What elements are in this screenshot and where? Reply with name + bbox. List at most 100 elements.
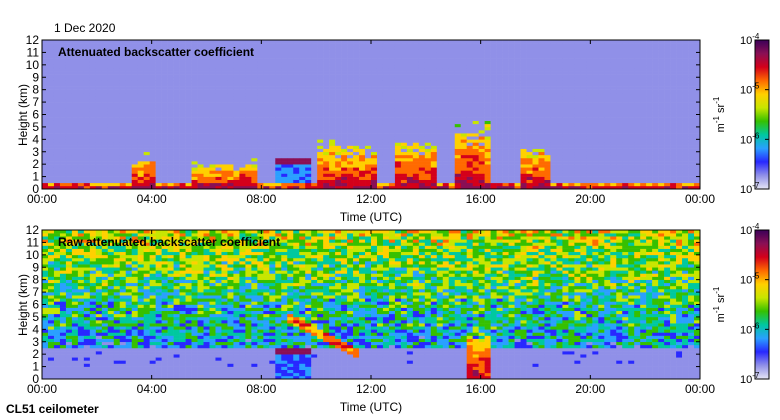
heatmap-cell [119, 64, 127, 69]
heatmap-cell [245, 111, 252, 115]
heatmap-cell [580, 80, 587, 84]
heatmap-cell [89, 173, 97, 177]
heatmap-cell [376, 173, 384, 177]
heatmap-cell [580, 145, 587, 149]
heatmap-cell [161, 83, 168, 87]
heatmap-cell [652, 64, 659, 69]
heatmap-cell [424, 58, 432, 63]
heatmap-cell [329, 86, 336, 90]
heatmap-cell [101, 67, 109, 72]
heatmap-cell [490, 40, 497, 44]
heatmap-cell [149, 111, 156, 115]
heatmap-cell [616, 170, 623, 174]
heatmap-cell [436, 185, 444, 190]
heatmap-cell [604, 157, 611, 162]
heatmap-cell [77, 157, 85, 162]
heatmap-cell [257, 142, 264, 146]
heatmap-cell [400, 164, 408, 168]
heatmap-cell [478, 173, 485, 177]
heatmap-cell [155, 142, 162, 146]
heatmap-cell [257, 176, 264, 180]
heatmap-cell [502, 126, 509, 131]
heatmap-cell [281, 52, 288, 56]
heatmap-cell [269, 98, 276, 103]
heatmap-cell [227, 98, 234, 103]
heatmap-cell [646, 77, 653, 81]
heatmap-cell [269, 55, 276, 59]
heatmap-cell [592, 114, 599, 118]
heatmap-cell [365, 120, 372, 125]
heatmap-cell [42, 43, 49, 47]
heatmap-cell [442, 176, 450, 180]
heatmap-cell [341, 105, 348, 109]
heatmap-cell [341, 111, 348, 115]
heatmap-cell [556, 52, 563, 56]
heatmap-cell [586, 185, 593, 190]
heatmap-cell [287, 173, 294, 177]
heatmap-cell [215, 136, 222, 140]
heatmap-cell [580, 67, 587, 72]
heatmap-cell [299, 145, 306, 149]
heatmap-cell [281, 130, 288, 134]
heatmap-cell [448, 80, 456, 84]
heatmap-cell [394, 58, 402, 63]
heatmap-cell [365, 46, 372, 50]
heatmap-cell [580, 126, 587, 131]
heatmap-cell [568, 67, 575, 72]
heatmap-cell [382, 89, 390, 94]
heatmap-cell [484, 95, 491, 100]
heatmap-cell [179, 161, 186, 165]
heatmap-cell [365, 182, 372, 187]
heatmap-cell [502, 95, 509, 100]
heatmap-cell [263, 52, 270, 56]
heatmap-cell [125, 117, 133, 121]
heatmap-cell [514, 142, 521, 146]
heatmap-cell [496, 161, 503, 165]
heatmap-cell [143, 71, 150, 75]
heatmap-cell [448, 89, 456, 94]
heatmap-cell [293, 74, 300, 78]
heatmap-cell [113, 71, 121, 75]
heatmap-cell [640, 80, 647, 84]
heatmap-cell [83, 52, 91, 56]
heatmap-cell [424, 185, 432, 190]
heatmap-cell [484, 173, 491, 177]
heatmap-cell [628, 108, 635, 112]
heatmap-cell [131, 71, 139, 75]
heatmap-cell [77, 173, 85, 177]
heatmap-cell [478, 164, 485, 168]
heatmap-cell [119, 157, 127, 162]
heatmap-cell [185, 105, 192, 109]
heatmap-cell [544, 154, 551, 159]
heatmap-cell [418, 161, 426, 165]
heatmap-cell [520, 176, 527, 180]
heatmap-cell [185, 108, 192, 112]
heatmap-cell [155, 92, 162, 97]
heatmap-cell [382, 157, 390, 162]
heatmap-cell [59, 71, 67, 75]
heatmap-cell [460, 92, 468, 97]
heatmap-cell [149, 95, 156, 100]
heatmap-cell [604, 161, 611, 165]
heatmap-cell [514, 64, 521, 69]
heatmap-cell [42, 58, 49, 63]
heatmap-cell [371, 157, 378, 162]
heatmap-cell [496, 71, 503, 75]
heatmap-cell [185, 111, 192, 115]
heatmap-cell [119, 145, 127, 149]
heatmap-cell [269, 80, 276, 84]
heatmap-cell [490, 139, 497, 143]
heatmap-cell [406, 61, 414, 66]
heatmap-cell [532, 67, 539, 72]
heatmap-cell [42, 77, 49, 81]
heatmap-cell [209, 117, 216, 121]
heatmap-cell [466, 64, 473, 69]
heatmap-cell [107, 120, 115, 125]
heatmap-cell [335, 139, 342, 143]
heatmap-cell [221, 114, 228, 118]
heatmap-cell [149, 98, 156, 103]
heatmap-cell [59, 136, 67, 140]
heatmap-cell [119, 61, 127, 66]
heatmap-cell [556, 167, 563, 171]
heatmap-cell [478, 102, 485, 106]
